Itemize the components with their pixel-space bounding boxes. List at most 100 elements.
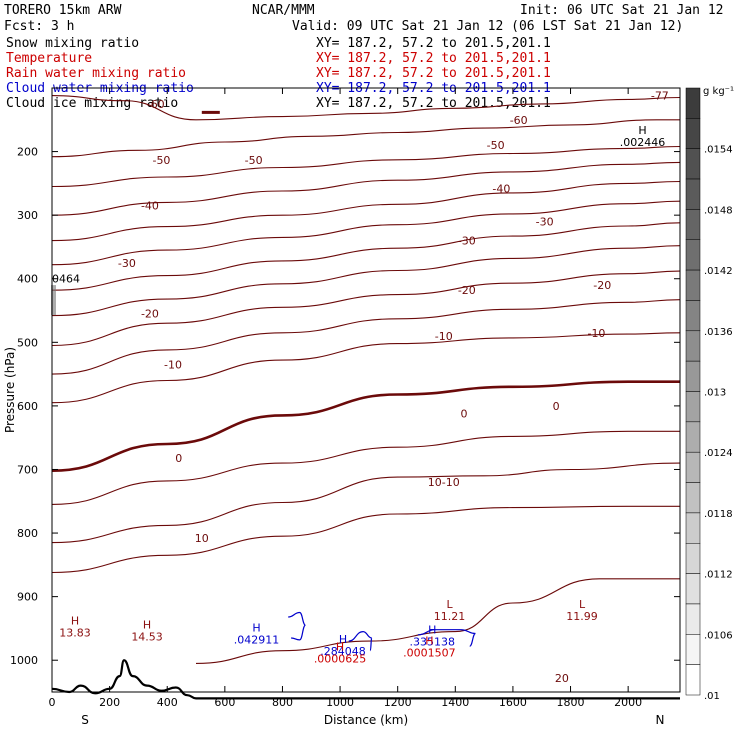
temperature-contour bbox=[51, 245, 681, 317]
contour-label: 0 bbox=[553, 400, 560, 413]
contour-label: -77 bbox=[651, 90, 669, 103]
field-label: Cloud ice mixing ratio bbox=[6, 96, 178, 111]
contour-label: -60 bbox=[147, 98, 165, 111]
colorbar-cell bbox=[685, 87, 701, 119]
x-tick-label: 1000 bbox=[326, 696, 354, 709]
terrain-line bbox=[51, 659, 680, 700]
colorbar-cell bbox=[685, 239, 701, 271]
colorbar-tick-label: .0136 bbox=[704, 327, 733, 338]
contour-label: -50 bbox=[245, 154, 263, 167]
temperature-contour bbox=[51, 430, 680, 505]
temperature-contour bbox=[51, 119, 680, 158]
colorbar-cell bbox=[685, 148, 701, 180]
colorbar-cell bbox=[685, 118, 701, 149]
extremum-symbol: H bbox=[71, 615, 79, 628]
field-label: Temperature bbox=[6, 51, 92, 66]
colorbar-unit: g kg⁻¹ bbox=[703, 86, 734, 97]
temperature-contour bbox=[51, 222, 681, 291]
x-tick-label: 200 bbox=[99, 696, 120, 709]
temperature-contour bbox=[51, 270, 681, 347]
y-tick-label: 900 bbox=[17, 591, 38, 604]
edge-value: 0464 bbox=[52, 273, 80, 286]
contour-label: -10 bbox=[587, 327, 605, 340]
colorbar-cell bbox=[685, 178, 701, 210]
temperature-contour bbox=[51, 380, 680, 472]
x-tick-label: 1800 bbox=[557, 696, 585, 709]
field-label: Rain water mixing ratio bbox=[6, 66, 186, 81]
temperature-contour bbox=[195, 578, 680, 664]
extremum-symbol: L bbox=[446, 598, 453, 611]
colorbar-tick-label: .0124 bbox=[704, 448, 733, 459]
contour-label: -30 bbox=[458, 235, 476, 248]
extremum-value: .284048 bbox=[320, 645, 366, 658]
plot-frame bbox=[51, 87, 681, 693]
contour-label: -40 bbox=[492, 182, 510, 195]
y-tick-label: 1000 bbox=[10, 654, 38, 667]
forecast-hour: Fcst: 3 h bbox=[4, 19, 74, 34]
extremum-symbol: H bbox=[428, 624, 436, 637]
extremum-value: 11.99 bbox=[566, 610, 598, 623]
colorbar-tick-label: .0148 bbox=[704, 205, 733, 216]
field-label: Snow mixing ratio bbox=[6, 36, 139, 51]
extremum-symbol: H bbox=[425, 634, 433, 647]
contour-label: -20 bbox=[593, 279, 611, 292]
valid-time: Valid: 09 UTC Sat 21 Jan 12 (06 LST Sat … bbox=[292, 19, 683, 34]
y-tick-label: 800 bbox=[17, 527, 38, 540]
extremum-value: .0001507 bbox=[403, 646, 456, 659]
temperature-contour bbox=[51, 145, 681, 188]
contour-label: 20 bbox=[555, 672, 569, 685]
x-tick-label: 1200 bbox=[384, 696, 412, 709]
contour-label: 10-10 bbox=[428, 476, 460, 489]
edge-shading bbox=[51, 285, 56, 316]
extremum-symbol: H bbox=[336, 641, 344, 654]
contour-label: -60 bbox=[510, 114, 528, 127]
x-tick-label: 600 bbox=[214, 696, 235, 709]
colorbar-cell bbox=[685, 451, 701, 483]
x-tick-label: 0 bbox=[49, 696, 56, 709]
model-title: TORERO 15km ARW bbox=[4, 3, 122, 18]
extremum-symbol: L bbox=[579, 598, 586, 611]
field-xy: XY= 187.2, 57.2 to 201.5,201.1 bbox=[316, 51, 551, 66]
colorbar-cell bbox=[685, 664, 701, 696]
contour-label: -10 bbox=[435, 330, 453, 343]
contour-label: -30 bbox=[536, 216, 554, 229]
colorbar-cell bbox=[685, 543, 701, 574]
colorbar-cell bbox=[685, 634, 701, 665]
temperature-contour bbox=[51, 299, 681, 375]
field-legend: Snow mixing ratio XY= 187.2, 57.2 to 201.… bbox=[6, 36, 551, 111]
colorbar-cell bbox=[685, 421, 701, 453]
contour-label: -20 bbox=[458, 284, 476, 297]
colorbar-cell bbox=[685, 391, 701, 423]
extremum-value: 13.83 bbox=[59, 627, 91, 640]
south-label: S bbox=[81, 713, 89, 727]
cloud-water-contour bbox=[417, 629, 476, 647]
contour-label: -30 bbox=[118, 257, 136, 270]
contour-label: -10 bbox=[164, 359, 182, 372]
colorbar-tick-label: .0142 bbox=[704, 266, 733, 277]
extremum-value: .335138 bbox=[410, 636, 456, 649]
x-tick-label: 1400 bbox=[441, 696, 469, 709]
x-tick-label: 400 bbox=[157, 696, 178, 709]
colorbar-cell bbox=[685, 603, 701, 635]
colorbar: g kg⁻¹ .0154 .0148 .0142 .0136 .013 .0124 .0118… bbox=[685, 86, 734, 702]
colorbar-tick-label: .01 bbox=[704, 691, 720, 702]
extremum-value: .002446 bbox=[620, 136, 666, 149]
colorbar-tick-label: .013 bbox=[704, 388, 726, 399]
y-tick-label: 200 bbox=[17, 146, 38, 159]
cloud-water-contour bbox=[348, 630, 373, 652]
colorbar-tick-label: .0118 bbox=[704, 509, 733, 520]
contour-fragment bbox=[201, 110, 220, 114]
north-label: N bbox=[656, 713, 665, 727]
y-tick-label: 600 bbox=[17, 400, 38, 413]
center-title: NCAR/MMM bbox=[252, 3, 315, 18]
colorbar-cell bbox=[685, 330, 701, 362]
contour-label: -50 bbox=[152, 154, 170, 167]
colorbar-cell bbox=[685, 482, 701, 514]
contour-label: 10 bbox=[195, 532, 209, 545]
extremum-symbol: H bbox=[339, 633, 347, 646]
colorbar-cell bbox=[685, 360, 701, 392]
contour-label: -50 bbox=[487, 139, 505, 152]
extremum-value: .042911 bbox=[234, 634, 280, 647]
field-xy: XY= 187.2, 57.2 to 201.5,201.1 bbox=[316, 36, 551, 51]
